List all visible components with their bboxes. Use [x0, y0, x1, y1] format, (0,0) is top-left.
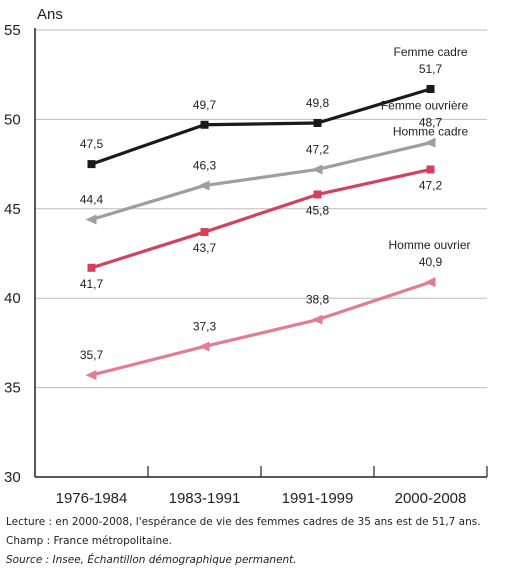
- data-label: 47,2: [419, 178, 443, 192]
- data-label: 47,5: [80, 137, 104, 151]
- series-femme-ouvriere: [85, 137, 436, 225]
- series-femme-cadre: [87, 85, 435, 169]
- y-tick-label: 40: [4, 290, 21, 307]
- series-homme-cadre: [87, 165, 435, 272]
- x-tick-label: 1991-1999: [282, 490, 354, 507]
- data-point: [424, 137, 436, 148]
- data-label: 47,2: [306, 142, 330, 156]
- y-tick-label: 45: [4, 201, 21, 218]
- series-line: [91, 280, 432, 377]
- data-label: 37,3: [193, 319, 217, 333]
- data-label: 40,9: [419, 255, 443, 269]
- series-name-label: Femme cadre: [393, 45, 467, 59]
- grid-lines: [35, 29, 487, 389]
- data-label: 38,8: [306, 293, 330, 307]
- series-name-label: Homme ouvrier: [388, 238, 470, 252]
- data-point: [426, 165, 435, 174]
- y-tick-label: 35: [4, 380, 21, 397]
- life-expectancy-chart: 30 35 40 45 50 55 Ans 1976-1984 1983-1991 1991-19…: [4, 6, 488, 507]
- data-point: [87, 160, 96, 169]
- series-group: [85, 85, 436, 381]
- data-label: 49,8: [306, 96, 330, 110]
- data-point: [424, 277, 436, 288]
- x-tick-label: 1983-1991: [169, 490, 241, 507]
- data-label: 41,7: [80, 277, 104, 291]
- data-point: [87, 263, 96, 272]
- chart-notes: Lecture : en 2000-2008, l'espérance de v…: [6, 513, 528, 570]
- x-tick-label: 1976-1984: [56, 490, 128, 507]
- data-point: [200, 228, 209, 237]
- lecture-note: Lecture : en 2000-2008, l'espérance de v…: [6, 516, 481, 528]
- labels-group: 47,5 49,7 49,8 51,7 Femme cadre 44,4 46,3 47,2 4…: [80, 45, 471, 362]
- data-point: [200, 120, 209, 129]
- y-tick-label: 55: [4, 22, 21, 39]
- data-point: [311, 314, 323, 325]
- data-point: [85, 370, 97, 381]
- data-label: 45,8: [306, 203, 330, 217]
- source-note: Source : Insee, Échantillon démographiqu…: [6, 554, 297, 566]
- data-label: 43,7: [193, 241, 217, 255]
- data-label: 46,3: [193, 159, 217, 173]
- data-label: 48,7: [419, 116, 443, 130]
- y-tick-label: 30: [4, 469, 21, 486]
- series-name-label: Homme cadre: [393, 124, 469, 138]
- data-point: [313, 118, 322, 127]
- data-point: [85, 214, 97, 225]
- data-point: [311, 164, 323, 175]
- champ-note: Champ : France métropolitaine.: [6, 535, 172, 547]
- series-line: [91, 141, 431, 222]
- y-tick-label: 50: [4, 111, 21, 128]
- y-axis-title: Ans: [37, 6, 63, 23]
- data-label: 44,4: [80, 193, 104, 207]
- series-homme-ouvrier: [85, 277, 436, 381]
- series-line: [91, 167, 431, 270]
- data-point: [198, 180, 210, 191]
- data-label: 49,7: [193, 98, 217, 112]
- x-tick-label: 2000-2008: [395, 490, 467, 507]
- data-point: [426, 85, 435, 94]
- data-point: [198, 341, 210, 352]
- axes: 30 35 40 45 50 55 Ans 1976-1984 1983-1991 1991-19…: [4, 6, 488, 507]
- series-name-label: Femme ouvrière: [381, 99, 469, 113]
- data-point: [313, 190, 322, 199]
- series-line: [90, 87, 431, 166]
- data-label: 35,7: [80, 348, 104, 362]
- data-label: 51,7: [419, 62, 443, 76]
